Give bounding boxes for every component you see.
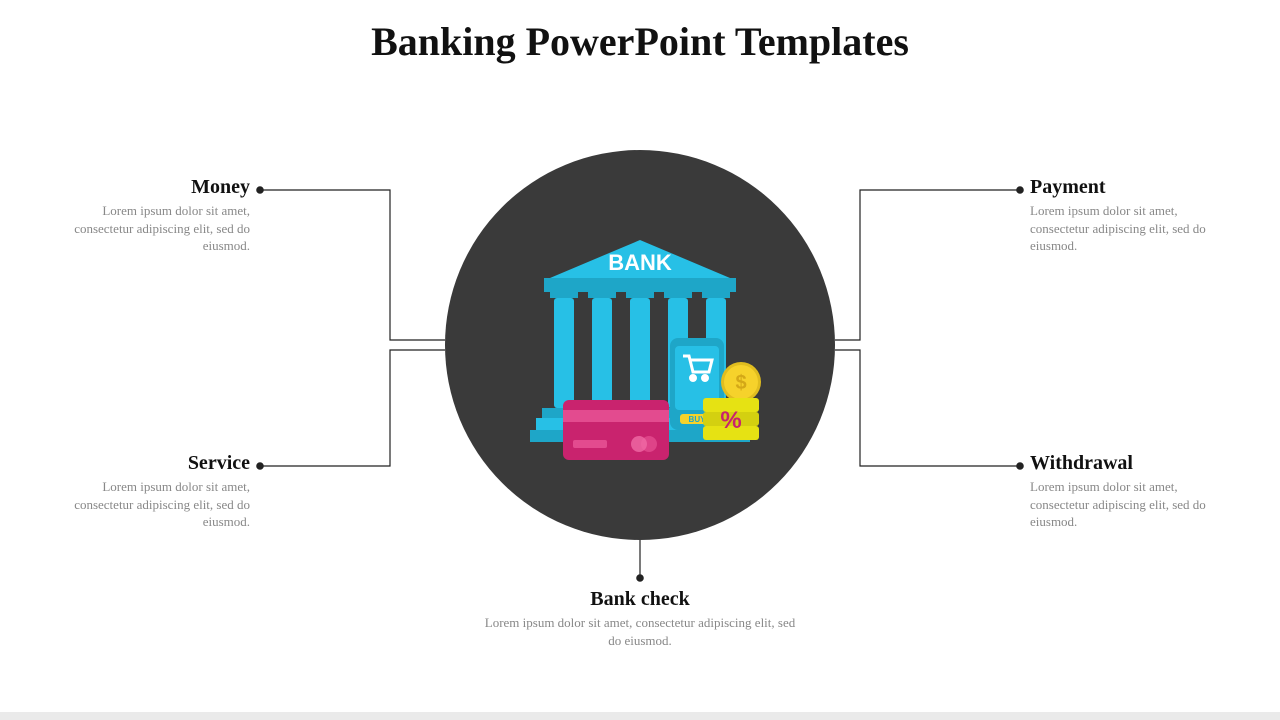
connector-dot-c-withdrawal <box>1017 463 1023 469</box>
connector-dot-c-bankcheck <box>637 575 643 581</box>
node-bankcheck: Bank check Lorem ipsum dolor sit amet, co… <box>480 588 800 649</box>
connector-c-withdrawal <box>835 350 1020 466</box>
node-title-withdrawal: Withdrawal <box>1030 452 1230 475</box>
footer-bar <box>0 712 1280 720</box>
node-title-money: Money <box>60 176 250 199</box>
node-body-money: Lorem ipsum dolor sit amet, consectetur … <box>60 202 250 255</box>
connector-c-money <box>260 190 445 340</box>
node-title-service: Service <box>60 452 250 475</box>
node-money: Money Lorem ipsum dolor sit amet, consect… <box>60 176 250 255</box>
node-body-withdrawal: Lorem ipsum dolor sit amet, consectetur … <box>1030 478 1230 531</box>
node-withdrawal: Withdrawal Lorem ipsum dolor sit amet, co… <box>1030 452 1230 531</box>
node-payment: Payment Lorem ipsum dolor sit amet, conse… <box>1030 176 1230 255</box>
connector-c-service <box>260 350 445 466</box>
node-service: Service Lorem ipsum dolor sit amet, conse… <box>60 452 250 531</box>
connector-c-payment <box>835 190 1020 340</box>
node-title-payment: Payment <box>1030 176 1230 199</box>
connector-dot-c-service <box>257 463 263 469</box>
node-title-bankcheck: Bank check <box>480 588 800 611</box>
slide: Banking PowerPoint Templates BANK <box>0 0 1280 720</box>
connector-dot-c-payment <box>1017 187 1023 193</box>
node-body-bankcheck: Lorem ipsum dolor sit amet, consectetur … <box>480 614 800 649</box>
connector-dot-c-money <box>257 187 263 193</box>
node-body-payment: Lorem ipsum dolor sit amet, consectetur … <box>1030 202 1230 255</box>
node-body-service: Lorem ipsum dolor sit amet, consectetur … <box>60 478 250 531</box>
